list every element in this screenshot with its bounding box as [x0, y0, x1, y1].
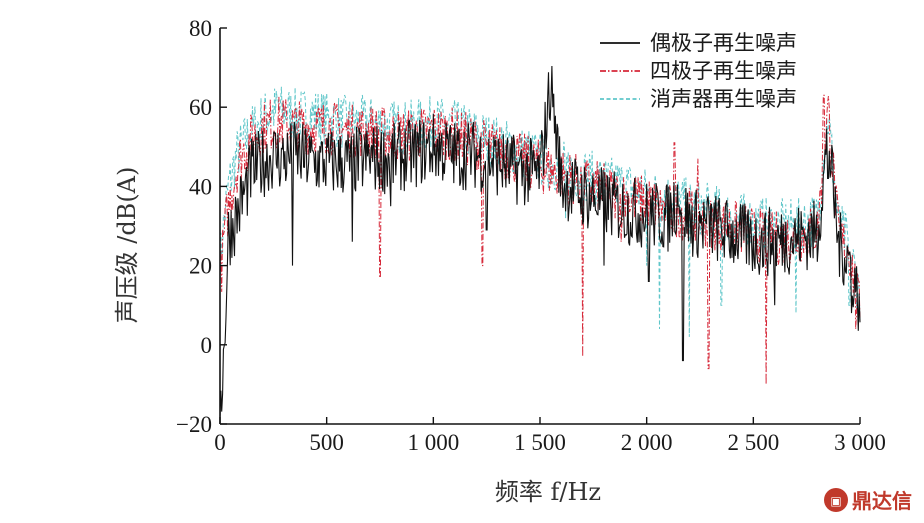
y-tick-label: 80 — [189, 16, 212, 41]
y-tick-label: 40 — [189, 174, 212, 199]
x-axis-label: 频率 f/Hz — [495, 478, 601, 506]
x-tick-label: 500 — [309, 430, 344, 455]
x-tick-label: 2 500 — [727, 430, 779, 455]
plot-area — [219, 65, 861, 417]
y-axis-label: 声压级 /dB(A) — [113, 167, 141, 324]
series-line — [219, 65, 861, 417]
x-tick-label: 1 000 — [407, 430, 459, 455]
legend-label: 四极子再生噪声 — [650, 59, 797, 83]
x-tick-label: 0 — [214, 430, 226, 455]
watermark-icon — [824, 488, 848, 512]
watermark-icon-glyph: ▣ — [830, 494, 841, 508]
y-tick-label: −20 — [176, 412, 212, 437]
y-tick-label: 20 — [189, 254, 212, 279]
x-tick-label: 2 000 — [621, 430, 673, 455]
watermark-logo: ▣ 鼎达信 — [824, 488, 912, 513]
x-tick-label: 1 500 — [514, 430, 566, 455]
y-tick-label: 0 — [201, 333, 213, 358]
x-tick-label: 3 000 — [834, 430, 886, 455]
ticks: 0 500 1 000 1 500 2 000 2 500 3 000−2002040608… — [176, 16, 886, 455]
y-tick-label: 60 — [189, 95, 212, 120]
legend-label: 偶极子再生噪声 — [650, 31, 797, 55]
legend-label: 消声器再生噪声 — [650, 87, 797, 111]
watermark-text: 鼎达信 — [852, 489, 912, 513]
